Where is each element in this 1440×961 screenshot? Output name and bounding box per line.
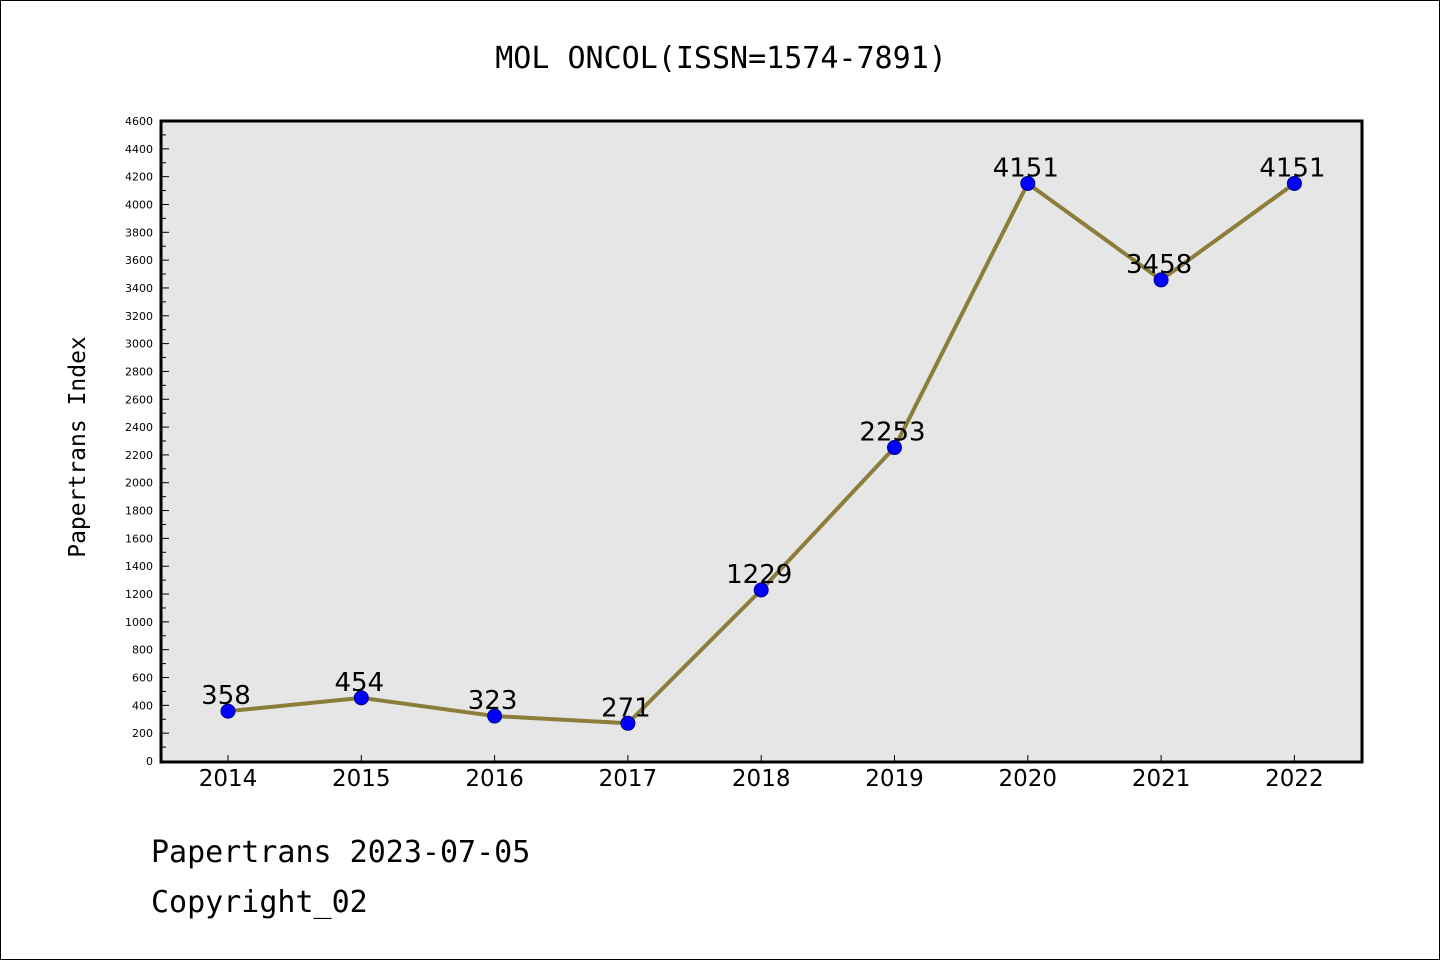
y-tick-label: 2000: [125, 477, 153, 490]
y-tick-label: 3000: [125, 338, 153, 351]
y-tick-label: 3800: [125, 226, 153, 239]
y-tick-label: 4000: [125, 198, 153, 211]
x-tick-label: 2014: [199, 766, 258, 792]
y-tick-label: 1600: [125, 532, 153, 545]
y-tick-label: 600: [132, 672, 153, 685]
y-tick-label: 2400: [125, 421, 153, 434]
data-labels-layer: 358 454 323 271 1229 2253 4151 3458 4151: [201, 153, 1325, 723]
y-tick-label: 400: [132, 699, 153, 712]
data-point: [1153, 272, 1169, 288]
data-point: [487, 708, 503, 724]
x-tick-label: 2021: [1132, 766, 1191, 792]
y-tick-label: 1800: [125, 505, 153, 518]
y-tick-label: 3400: [125, 282, 153, 295]
data-point: [1286, 175, 1302, 191]
y-tick-label: 4200: [125, 171, 153, 184]
y-tick-label: 2600: [125, 393, 153, 406]
data-point: [220, 703, 236, 719]
data-label: 358: [201, 681, 251, 711]
y-tick-label: 200: [132, 727, 153, 740]
y-tick-label: 1400: [125, 560, 153, 573]
x-tick-label: 2022: [1265, 766, 1324, 792]
y-tick-label: 4400: [125, 143, 153, 156]
y-axis-label: Papertrans Index: [65, 336, 91, 558]
x-tick-label: 2017: [599, 766, 658, 792]
y-tick-label: 1000: [125, 616, 153, 629]
data-label: 454: [334, 668, 384, 698]
data-point: [753, 582, 769, 598]
y-tick-label: 0: [146, 755, 153, 768]
x-tick-label: 2016: [465, 766, 524, 792]
y-tick-label: 3200: [125, 310, 153, 323]
footer-date: Papertrans 2023-07-05: [151, 835, 531, 870]
x-tick-label: 2019: [865, 766, 924, 792]
x-axis-ticks: 2014 2015 2016 2017 2018 2019 2020 2021 2022: [199, 755, 1324, 792]
data-label: 271: [601, 693, 651, 723]
y-tick-label: 1200: [125, 588, 153, 601]
data-point: [887, 440, 902, 456]
data-label: 4151: [993, 153, 1059, 183]
data-label: 2253: [859, 418, 925, 448]
y-tick-label: 3600: [125, 254, 153, 267]
data-label: 3458: [1126, 250, 1192, 280]
data-label: 1229: [726, 560, 792, 590]
data-point: [1020, 175, 1036, 191]
y-tick-label: 800: [132, 644, 153, 657]
series-layer: [220, 175, 1302, 731]
y-tick-label: 2200: [125, 449, 153, 462]
data-point: [620, 715, 636, 731]
y-tick-label: 4600: [125, 115, 153, 128]
footer-copyright: Copyright_02: [151, 885, 368, 920]
x-tick-label: 2018: [732, 766, 791, 792]
data-label: 323: [468, 686, 518, 716]
plot-area: [159, 119, 1364, 764]
data-point: [353, 690, 369, 706]
y-tick-label: 2800: [125, 365, 153, 378]
x-tick-label: 2020: [999, 766, 1058, 792]
x-tick-label: 2015: [332, 766, 391, 792]
chart-title: MOL ONCOL(ISSN=1574-7891): [495, 41, 947, 76]
data-label: 4151: [1259, 153, 1325, 183]
y-axis-ticks: 0 200 400 600 800 1000 1200 1400 1600 1800 2000 220…: [125, 115, 169, 768]
